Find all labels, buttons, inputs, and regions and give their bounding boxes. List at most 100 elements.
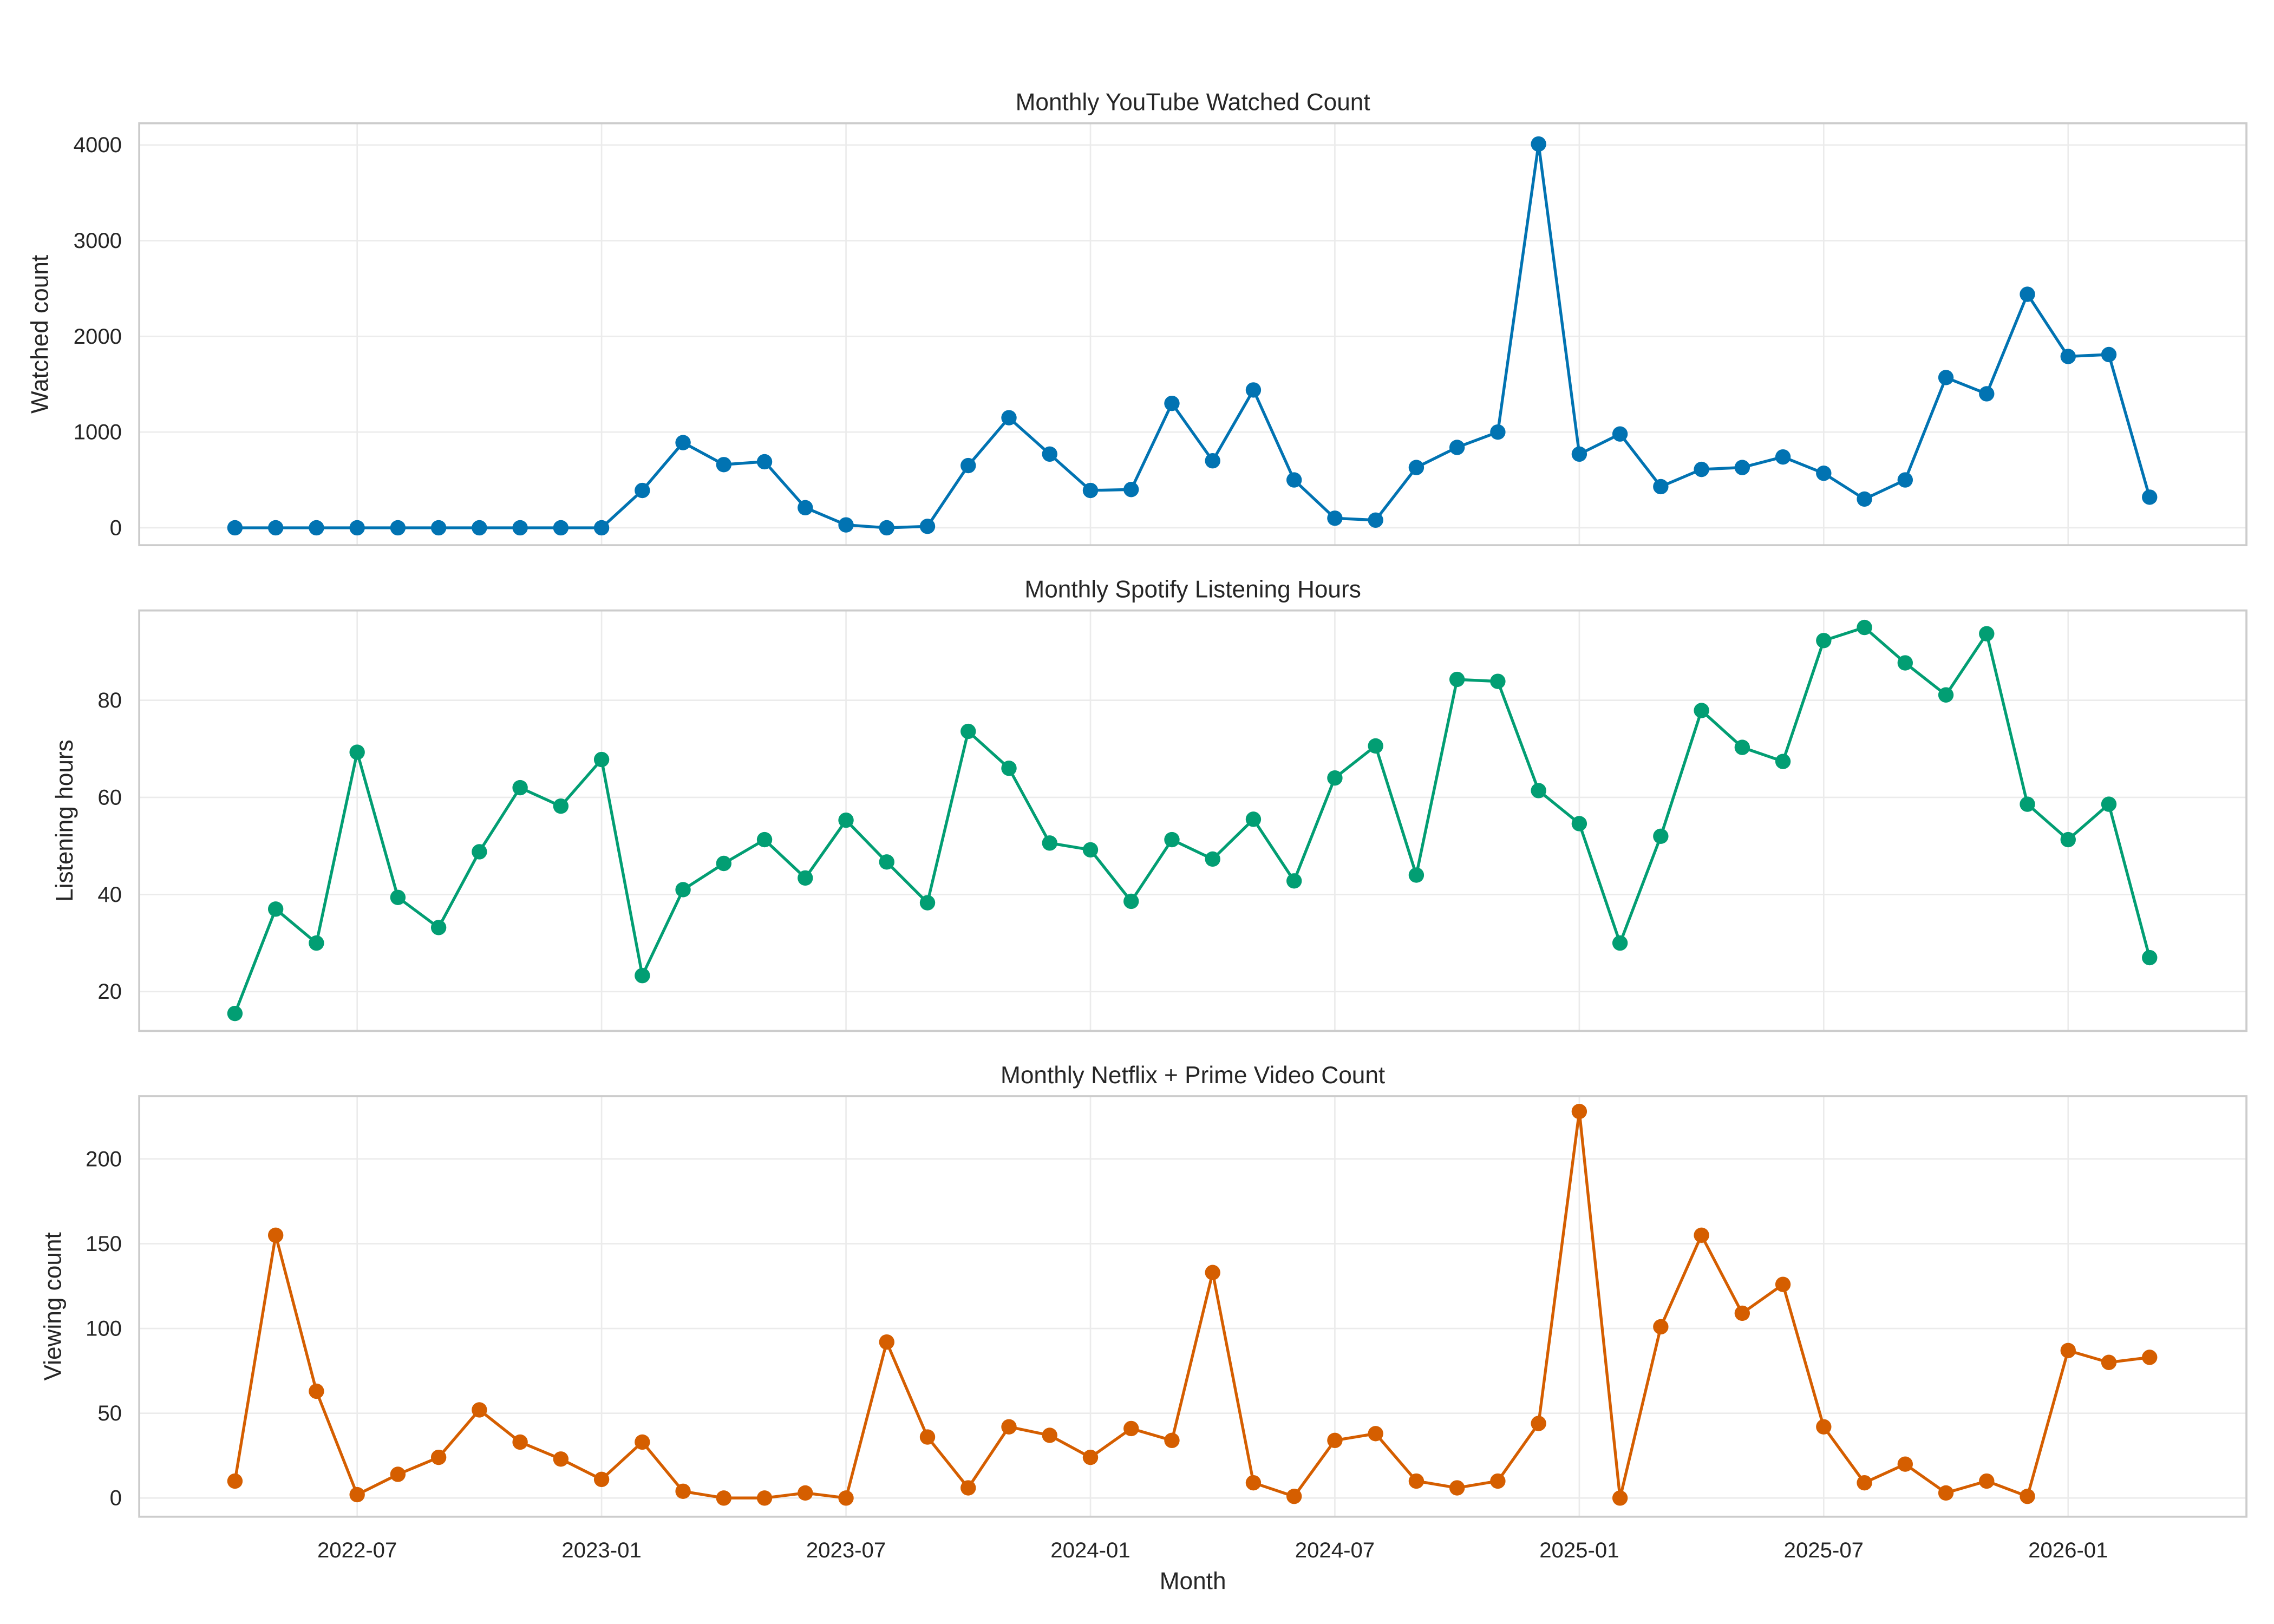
data-point xyxy=(2101,1354,2117,1370)
data-point xyxy=(267,520,284,536)
data-point xyxy=(1205,453,1220,469)
x-tick-label: 2024-07 xyxy=(1295,1538,1375,1562)
data-point xyxy=(1368,1426,1383,1442)
data-point xyxy=(472,844,487,860)
data-point xyxy=(1734,1305,1750,1321)
data-point xyxy=(1164,1432,1180,1449)
data-point xyxy=(1816,633,1832,649)
y-tick-label: 50 xyxy=(97,1401,122,1425)
data-point xyxy=(798,500,813,516)
data-point xyxy=(1368,512,1383,528)
data-point xyxy=(1816,466,1832,481)
data-point xyxy=(267,901,284,917)
data-point xyxy=(838,517,854,533)
y-tick-label: 80 xyxy=(97,688,122,712)
data-point xyxy=(716,457,732,473)
data-point xyxy=(472,520,487,536)
subplot-3: 0 50 100 150 200 2022-07 2023-01 2023-07 2024-01… xyxy=(40,1062,2247,1595)
data-point xyxy=(2101,346,2117,363)
data-point xyxy=(1571,816,1587,831)
data-point xyxy=(1979,626,1995,641)
data-point xyxy=(1490,424,1506,440)
series-line xyxy=(233,626,2151,1014)
data-point xyxy=(1571,446,1587,462)
data-point xyxy=(593,1471,610,1488)
data-point xyxy=(472,1402,487,1418)
data-point xyxy=(1286,873,1302,889)
data-point xyxy=(756,831,773,848)
y-tick-label: 2000 xyxy=(74,324,122,349)
data-point xyxy=(1164,831,1180,848)
data-point xyxy=(2142,949,2158,966)
data-point xyxy=(390,1466,406,1482)
data-point xyxy=(1897,472,1913,488)
subplot-2: 20 40 60 80 Monthly Spotify Listening Hours L… xyxy=(51,577,2247,1032)
data-point xyxy=(635,968,650,984)
data-point xyxy=(349,1487,365,1503)
y-axis-label: Watched count xyxy=(27,255,53,414)
y-tick-label: 0 xyxy=(110,1486,122,1510)
data-point xyxy=(1408,867,1424,883)
data-point xyxy=(227,520,243,536)
data-point xyxy=(349,520,365,536)
data-point xyxy=(1531,783,1546,798)
x-tick-label: 2026-01 xyxy=(2028,1538,2108,1562)
data-point xyxy=(227,1005,243,1021)
data-point xyxy=(919,1429,936,1445)
y-tick-label: 200 xyxy=(86,1147,122,1171)
axes-frame xyxy=(138,1095,2247,1518)
data-point xyxy=(919,895,936,911)
data-point xyxy=(430,1449,447,1465)
data-point xyxy=(2020,286,2035,302)
data-point xyxy=(1368,738,1383,754)
data-point xyxy=(838,812,854,828)
data-point xyxy=(2142,1350,2158,1365)
data-point xyxy=(1001,1419,1017,1435)
data-point xyxy=(430,920,447,935)
data-point xyxy=(1531,136,1546,152)
data-point xyxy=(1082,842,1099,858)
data-point xyxy=(1979,1473,1995,1489)
data-point xyxy=(1001,761,1017,776)
data-point xyxy=(756,1490,773,1506)
data-point xyxy=(553,798,569,814)
y-tick-label: 100 xyxy=(86,1317,122,1341)
data-point xyxy=(1938,687,1954,703)
data-point xyxy=(960,457,976,474)
data-point xyxy=(1857,491,1872,507)
data-point xyxy=(1408,460,1424,475)
data-point xyxy=(512,780,528,796)
y-tick-label: 40 xyxy=(97,882,122,907)
data-point xyxy=(756,454,773,470)
subplot-title: Monthly YouTube Watched Count xyxy=(1016,89,1370,116)
y-axis-label: Viewing count xyxy=(40,1232,67,1380)
data-point xyxy=(1653,1319,1669,1335)
data-point xyxy=(1694,1227,1709,1243)
data-point xyxy=(1694,703,1709,718)
data-point xyxy=(227,1473,243,1489)
data-point xyxy=(390,520,406,536)
data-point xyxy=(1612,426,1628,442)
data-point xyxy=(879,1334,894,1350)
data-point xyxy=(1164,395,1180,411)
data-point xyxy=(1897,655,1913,671)
data-point xyxy=(1897,1456,1913,1472)
data-point xyxy=(838,1490,854,1506)
y-tick-label: 4000 xyxy=(74,133,122,157)
y-tick-label: 0 xyxy=(110,515,122,540)
data-point xyxy=(2142,489,2158,505)
data-point xyxy=(2020,1489,2035,1504)
data-point xyxy=(675,435,691,450)
data-point xyxy=(960,1480,976,1496)
y-tick-label: 150 xyxy=(86,1232,122,1256)
data-point xyxy=(1245,382,1262,398)
subplot-1: 0 1000 2000 3000 4000 Monthly YouTube Watched… xyxy=(27,89,2247,547)
y-tick-label: 20 xyxy=(97,979,122,1004)
data-point xyxy=(675,882,691,898)
data-point xyxy=(1857,619,1872,636)
data-point xyxy=(512,1434,528,1450)
data-point xyxy=(798,870,813,886)
data-point xyxy=(635,482,650,499)
data-point xyxy=(2060,831,2076,848)
data-point xyxy=(1490,1473,1506,1489)
